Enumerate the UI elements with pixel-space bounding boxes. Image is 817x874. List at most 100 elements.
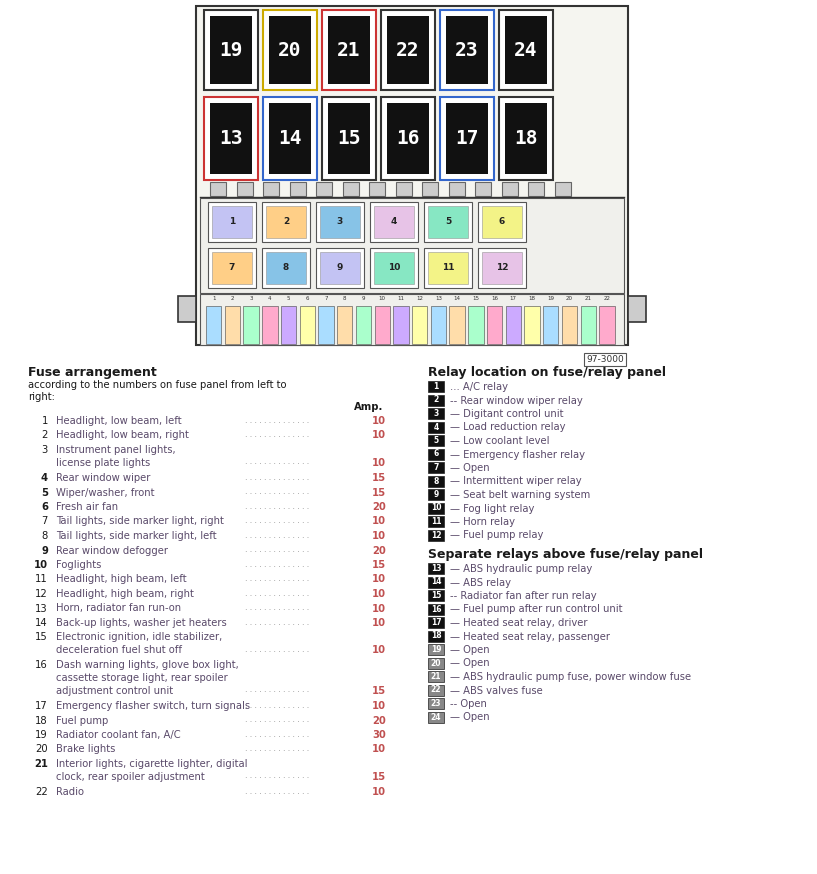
Bar <box>319 306 333 344</box>
Bar <box>499 97 553 180</box>
Bar <box>428 448 444 460</box>
Text: Rear window wiper: Rear window wiper <box>56 473 150 483</box>
Bar <box>266 252 306 284</box>
Text: 9: 9 <box>362 296 365 301</box>
Bar <box>316 202 364 242</box>
Text: Back-up lights, washer jet heaters: Back-up lights, washer jet heaters <box>56 618 227 628</box>
Bar <box>269 103 311 174</box>
Text: -- Rear window wiper relay: -- Rear window wiper relay <box>450 396 583 406</box>
Text: — ABS valves fuse: — ABS valves fuse <box>450 685 542 696</box>
Text: — ABS hydraulic pump relay: — ABS hydraulic pump relay <box>450 564 592 574</box>
Text: Radiator coolant fan, A/C: Radiator coolant fan, A/C <box>56 730 181 740</box>
Text: Interior lights, cigarette lighter, digital: Interior lights, cigarette lighter, digi… <box>56 759 248 769</box>
Text: Headlight, low beam, left: Headlight, low beam, left <box>56 416 181 426</box>
Bar <box>422 182 438 196</box>
Bar <box>204 10 258 90</box>
Bar <box>262 306 278 344</box>
Bar <box>505 103 547 174</box>
Bar <box>628 296 646 322</box>
Text: 16: 16 <box>35 661 48 670</box>
Bar <box>374 206 414 238</box>
Bar <box>262 202 310 242</box>
Text: 15: 15 <box>372 473 386 483</box>
Bar <box>322 97 376 180</box>
Bar <box>440 10 494 90</box>
Bar <box>210 182 226 196</box>
Text: — Heated seat relay, driver: — Heated seat relay, driver <box>450 618 587 628</box>
Text: Relay location on fuse/relay panel: Relay location on fuse/relay panel <box>428 366 666 379</box>
Bar <box>428 435 444 446</box>
Bar <box>210 103 252 174</box>
Text: 7: 7 <box>433 463 439 472</box>
Bar <box>322 10 376 90</box>
Text: 5: 5 <box>434 436 439 445</box>
Text: 30: 30 <box>373 730 386 740</box>
Text: 97-3000: 97-3000 <box>587 355 624 364</box>
Bar <box>428 617 444 628</box>
Text: 4: 4 <box>391 218 397 226</box>
Text: 15: 15 <box>372 488 386 497</box>
Bar <box>370 248 418 288</box>
Text: 20: 20 <box>373 545 386 556</box>
Bar <box>328 103 370 174</box>
Text: 12: 12 <box>431 531 441 539</box>
Text: 21: 21 <box>431 672 441 681</box>
Bar <box>178 296 196 322</box>
Text: 18: 18 <box>529 296 535 301</box>
Text: 6: 6 <box>41 502 48 512</box>
Text: 10: 10 <box>372 787 386 797</box>
Text: . . . . . . . . . . . . . .: . . . . . . . . . . . . . . <box>245 645 309 654</box>
Bar <box>428 408 444 419</box>
Text: 10: 10 <box>372 645 386 655</box>
Text: — Horn relay: — Horn relay <box>450 517 515 527</box>
Bar <box>424 248 472 288</box>
Bar <box>478 248 526 288</box>
Text: — Fog light relay: — Fog light relay <box>450 503 534 514</box>
Text: 7: 7 <box>229 263 235 273</box>
Text: 8: 8 <box>42 531 48 541</box>
Bar <box>440 97 494 180</box>
Text: 22: 22 <box>431 685 441 695</box>
Text: 17: 17 <box>455 129 479 148</box>
Text: . . . . . . . . . . . . . .: . . . . . . . . . . . . . . <box>245 745 309 753</box>
Text: 10: 10 <box>372 416 386 426</box>
Text: 11: 11 <box>397 296 404 301</box>
Text: 20: 20 <box>431 658 441 668</box>
Bar <box>428 516 444 527</box>
Text: 10: 10 <box>372 574 386 585</box>
Text: . . . . . . . . . . . . . .: . . . . . . . . . . . . . . <box>245 701 309 710</box>
Bar <box>446 103 488 174</box>
Bar <box>200 294 624 345</box>
Text: Electronic ignition, idle stabilizer,: Electronic ignition, idle stabilizer, <box>56 633 222 642</box>
Text: cassette storage light, rear spoiler: cassette storage light, rear spoiler <box>56 673 228 683</box>
Text: 10: 10 <box>372 517 386 526</box>
Bar <box>428 252 468 284</box>
Text: adjustment control unit: adjustment control unit <box>56 685 173 696</box>
Bar <box>369 182 386 196</box>
Text: 10: 10 <box>34 560 48 570</box>
Text: 2: 2 <box>283 218 289 226</box>
Bar <box>482 206 522 238</box>
Text: 7: 7 <box>42 517 48 526</box>
Text: . . . . . . . . . . . . . .: . . . . . . . . . . . . . . <box>245 517 309 525</box>
Bar <box>482 252 522 284</box>
Text: 10: 10 <box>372 531 386 541</box>
Bar <box>478 202 526 242</box>
Bar <box>337 306 352 344</box>
Bar <box>393 306 408 344</box>
Text: 24: 24 <box>431 712 441 722</box>
Text: 11: 11 <box>442 263 454 273</box>
Text: . . . . . . . . . . . . . .: . . . . . . . . . . . . . . <box>245 685 309 694</box>
Text: Tail lights, side marker light, right: Tail lights, side marker light, right <box>56 517 224 526</box>
Text: . . . . . . . . . . . . . .: . . . . . . . . . . . . . . <box>245 457 309 467</box>
Text: 1: 1 <box>433 382 439 391</box>
Bar <box>428 644 444 655</box>
Text: Fuse arrangement: Fuse arrangement <box>28 366 157 379</box>
Text: — Fuel pump after run control unit: — Fuel pump after run control unit <box>450 605 623 614</box>
Text: — Open: — Open <box>450 645 489 655</box>
Bar <box>431 306 446 344</box>
Text: . . . . . . . . . . . . . .: . . . . . . . . . . . . . . <box>245 430 309 440</box>
Bar <box>428 590 444 601</box>
Text: Foglights: Foglights <box>56 560 101 570</box>
Text: 17: 17 <box>35 701 48 711</box>
